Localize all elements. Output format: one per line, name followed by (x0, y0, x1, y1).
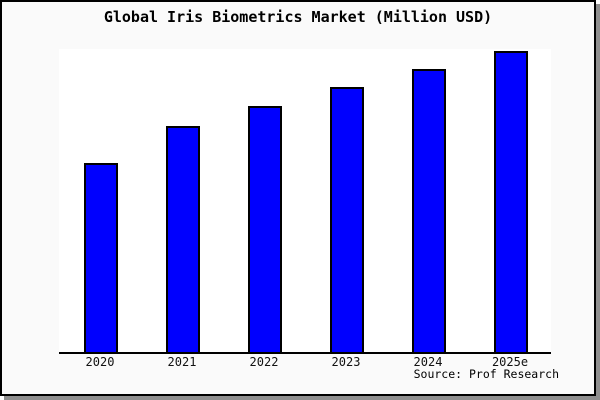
bar-2021 (165, 126, 200, 352)
bar-2020 (83, 163, 118, 352)
x-tick-label-2024: 2024 (413, 355, 443, 369)
bar-2025e (493, 51, 528, 352)
x-tick-label-2025e: 2025e (491, 355, 529, 369)
x-tick-label-2020: 2020 (85, 355, 115, 369)
bar-2023 (329, 87, 364, 352)
bar-2024 (411, 69, 446, 352)
x-tick-label-2022: 2022 (249, 355, 279, 369)
plot-area (59, 49, 551, 354)
chart-title: Global Iris Biometrics Market (Million U… (103, 8, 493, 26)
source-credit: Source: Prof Research (413, 367, 559, 381)
bar-2022 (247, 106, 282, 352)
x-tick-label-2021: 2021 (167, 355, 197, 369)
x-axis-labels: 2020 2021 2022 2023 2024 2025e (59, 355, 551, 371)
x-tick-label-2023: 2023 (331, 355, 361, 369)
